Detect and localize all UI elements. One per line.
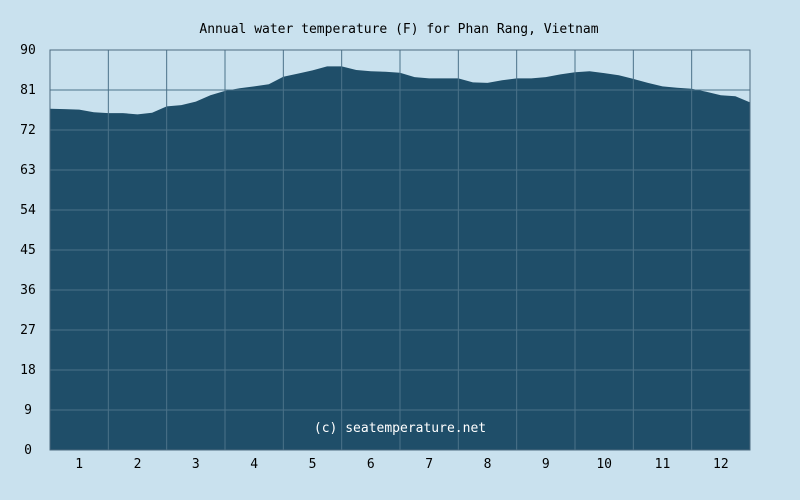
grid-layer: [49, 49, 751, 451]
chart-title: Annual water temperature (F) for Phan Ra…: [199, 22, 598, 37]
x-tick-label: 11: [655, 457, 671, 472]
y-tick-label: 72: [20, 123, 36, 138]
x-tick-label: 12: [713, 457, 729, 472]
x-tick-label: 10: [596, 457, 612, 472]
y-tick-label: 9: [24, 403, 32, 418]
x-tick-label: 8: [484, 457, 492, 472]
y-tick-label: 45: [20, 243, 36, 258]
x-tick-label: 5: [309, 457, 317, 472]
y-tick-label: 27: [20, 323, 36, 338]
y-axis: 0 9 18 27 36 45 54 63 72 81 90: [20, 43, 36, 458]
plot-frame: [49, 49, 751, 451]
x-tick-label: 1: [75, 457, 83, 472]
watermark: (c) seatemperature.net: [314, 421, 486, 436]
x-tick-label: 6: [367, 457, 375, 472]
y-tick-label: 63: [20, 163, 36, 178]
y-tick-label: 54: [20, 203, 36, 218]
y-tick-label: 81: [20, 83, 36, 98]
y-tick-label: 18: [20, 363, 36, 378]
x-axis: 1 2 3 4 5 6 7 8 9 10 11 12: [75, 457, 728, 472]
x-tick-label: 9: [542, 457, 550, 472]
x-tick-label: 4: [250, 457, 258, 472]
y-tick-label: 90: [20, 43, 36, 58]
x-tick-label: 7: [425, 457, 433, 472]
x-tick-label: 2: [134, 457, 142, 472]
x-tick-label: 3: [192, 457, 200, 472]
y-tick-label: 0: [24, 443, 32, 458]
y-tick-label: 36: [20, 283, 36, 298]
